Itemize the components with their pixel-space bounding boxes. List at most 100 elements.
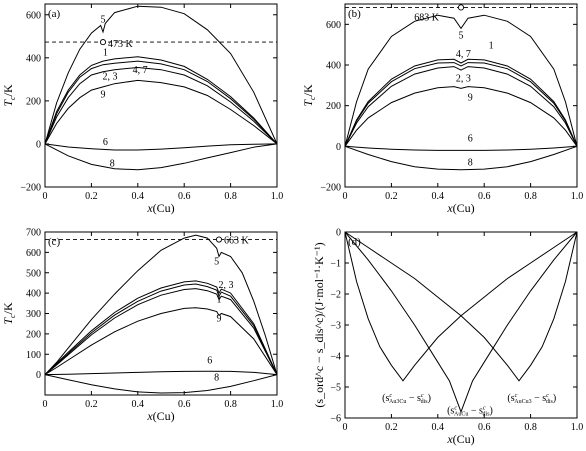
y-tick-label: 600: [26, 10, 41, 21]
x-tick-label: 0.6: [178, 399, 191, 410]
y-tick-label: 600: [326, 20, 341, 31]
series-line-6: [344, 145, 578, 151]
curve-label: 9: [468, 93, 473, 104]
annotation-sup: c: [483, 405, 486, 411]
y-tick-label: 0: [36, 139, 41, 150]
y-tick-label: 200: [326, 101, 341, 112]
curve-annotation: (sc Au3Cu − sc dis): [382, 393, 431, 405]
series-line-9: [344, 86, 578, 147]
annotation-sub: AuCu3: [514, 399, 531, 405]
annotation-part: − s: [468, 405, 483, 416]
y-tick-label: 700: [26, 228, 41, 239]
x-tick-label: 0: [43, 191, 48, 202]
y-tick-label: 200: [26, 329, 41, 340]
x-tick-label: 0.6: [478, 422, 491, 433]
x-axis-label-var: x: [146, 201, 153, 215]
x-tick-label: 0.6: [178, 191, 191, 202]
y-tick-label: 100: [26, 350, 41, 361]
curve-label: 5: [101, 14, 106, 25]
x-tick-label: 0.4: [432, 191, 445, 202]
curve-label: 8: [110, 159, 115, 170]
x-tick-label: 0: [343, 422, 348, 433]
reference-marker: [99, 39, 107, 46]
x-axis-label: x(Cu): [146, 409, 174, 423]
annotation-sup: c: [546, 393, 549, 399]
series-line-8: [344, 145, 578, 171]
y-tick-label: 400: [26, 289, 41, 300]
curve-label: 1: [103, 48, 108, 59]
y-tick-label: 200: [26, 96, 41, 107]
panel-label: (a): [48, 8, 61, 20]
series-line-4-7: [44, 60, 278, 145]
curve-label: 1: [217, 294, 222, 305]
curve-label: 5: [214, 257, 219, 268]
curve-label: 1: [489, 41, 494, 52]
annotation-part: (s: [447, 405, 454, 416]
y-tick-label: 300: [26, 309, 41, 320]
x-axis-label-rest: (Cu): [453, 432, 475, 446]
annotation-part: (s: [507, 393, 514, 404]
y-axis-label-unit: /K: [1, 84, 15, 96]
y-tick-label: −4: [330, 352, 341, 363]
y-tick-label: 400: [26, 53, 41, 64]
curve-annotation: (sc AuCu − sc dis): [447, 405, 493, 417]
curve-label: 9: [217, 314, 222, 325]
series-line-1: [344, 62, 578, 147]
y-tick-label: 0: [336, 142, 341, 153]
x-axis-label: x(Cu): [446, 201, 474, 215]
panel-label: (c): [48, 236, 61, 248]
plot-frame: [44, 3, 278, 188]
x-axis-label-var: x: [446, 201, 453, 215]
curve-label: 6: [103, 137, 108, 148]
curve-label: 4, 7: [133, 65, 148, 76]
plot-frame: [344, 3, 578, 188]
x-axis-label-rest: (Cu): [153, 409, 175, 423]
series-line-5: [344, 14, 578, 147]
x-tick-label: 0.4: [132, 191, 145, 202]
x-tick-label: 0.2: [385, 422, 398, 433]
y-axis-label-unit: /K: [1, 302, 15, 314]
reference-marker: [457, 4, 465, 11]
x-tick-label: 1.0: [271, 191, 284, 202]
y-axis-label-var: T: [301, 99, 315, 107]
x-tick-label: 0.4: [132, 399, 145, 410]
x-tick-label: 0.8: [224, 191, 237, 202]
reference-label: 663 K: [224, 236, 250, 247]
series-line-5: [44, 5, 278, 145]
series-line-1: [44, 56, 278, 145]
annotation-sub: dis: [546, 399, 554, 405]
y-tick-label: −3: [330, 321, 341, 332]
series-line-8: [44, 374, 278, 394]
series-line-4-7: [344, 58, 578, 147]
annotation-part: − s: [406, 393, 421, 404]
y-tick-label: −2: [330, 290, 341, 301]
y-axis-label-sub: c: [8, 314, 17, 318]
y-tick-label: −200: [20, 183, 41, 194]
y-tick-label: 400: [326, 61, 341, 72]
annotation-part: − s: [532, 393, 547, 404]
annotation-sup: c: [454, 405, 457, 411]
annotation-sub: dis: [421, 399, 429, 405]
y-axis-label-unit: /K: [301, 84, 315, 96]
reference-marker: [215, 236, 223, 243]
y-tick-label: −200: [320, 183, 341, 194]
x-tick-label: 0.8: [524, 422, 537, 433]
x-axis-label-var: x: [146, 409, 153, 423]
x-tick-label: 0: [343, 191, 348, 202]
x-tick-label: 0.2: [85, 399, 98, 410]
annotation-part: ): [428, 393, 431, 404]
curve-annotation: (sc AuCu3 − sc dis): [507, 393, 556, 405]
y-tick-label: −6: [330, 414, 341, 425]
series-line-9: [44, 307, 278, 376]
x-axis-label-rest: (Cu): [453, 201, 475, 215]
y-axis-label: Tc/K: [1, 84, 17, 107]
x-axis-label-rest: (Cu): [153, 201, 175, 215]
curve-label: 6: [207, 355, 212, 366]
x-tick-label: 0.2: [385, 191, 398, 202]
x-axis-label-var: x: [446, 432, 453, 446]
annotation-sup: c: [515, 393, 518, 399]
x-tick-label: 0.6: [478, 191, 491, 202]
series-line-6: [44, 143, 278, 151]
curve-label: 2, 3: [102, 71, 117, 82]
